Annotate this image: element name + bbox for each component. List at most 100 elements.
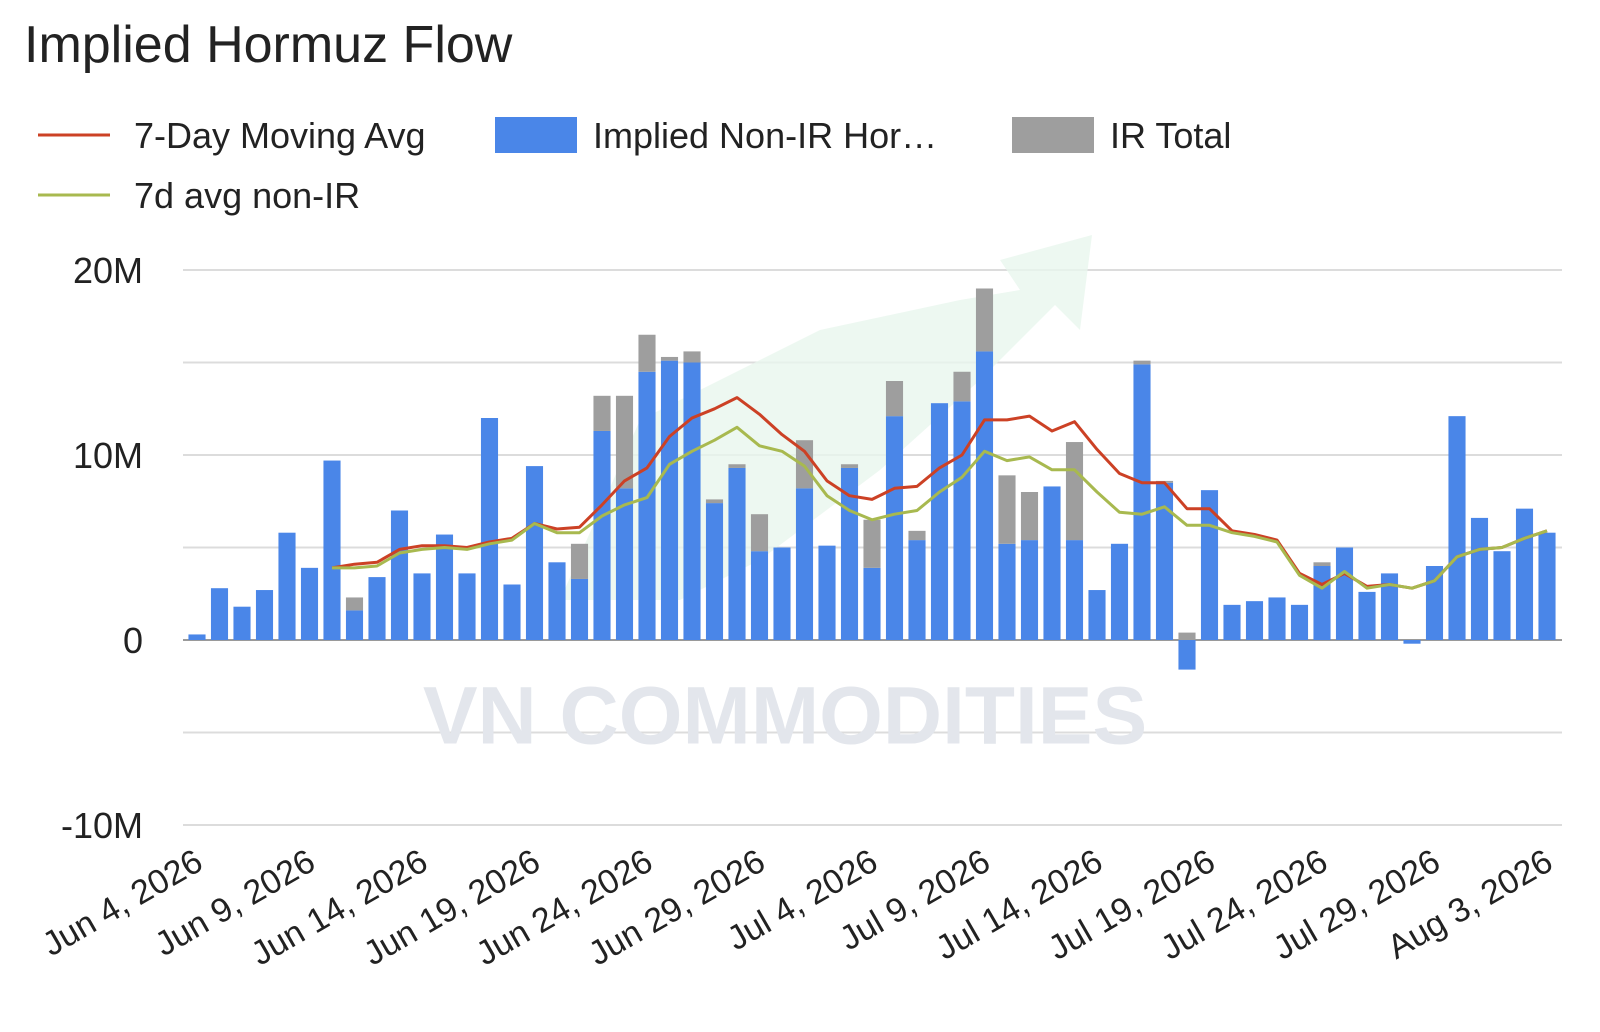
legend-swatch xyxy=(495,117,577,153)
bar xyxy=(975,351,994,640)
bar xyxy=(233,606,251,640)
bar xyxy=(728,467,746,640)
bar xyxy=(660,360,679,640)
bar xyxy=(795,440,814,489)
bar xyxy=(1403,640,1421,644)
bar xyxy=(525,466,544,640)
bar xyxy=(503,584,521,640)
bar xyxy=(930,403,949,640)
legend-label: Implied Non-IR Hor… xyxy=(593,115,937,156)
bar xyxy=(1020,492,1039,541)
bar xyxy=(1043,486,1061,640)
bar xyxy=(1245,601,1264,640)
bar xyxy=(570,543,589,579)
bar xyxy=(323,460,341,640)
bar xyxy=(1155,482,1174,640)
bar xyxy=(705,499,724,504)
line xyxy=(332,425,1548,590)
bar xyxy=(683,351,701,363)
bar xyxy=(413,573,431,640)
bar xyxy=(818,545,836,640)
bar xyxy=(885,416,904,640)
bar xyxy=(705,503,724,640)
bar xyxy=(840,467,859,640)
watermark: VN COMMODITIES xyxy=(423,671,1147,762)
bar xyxy=(750,551,769,640)
bar xyxy=(1110,543,1129,640)
bar xyxy=(188,634,206,640)
bar xyxy=(1335,547,1354,640)
bar xyxy=(1088,590,1106,640)
bar xyxy=(615,488,634,640)
bar xyxy=(1223,604,1241,640)
bar xyxy=(368,577,386,640)
bar xyxy=(1065,540,1084,640)
bar xyxy=(1470,517,1489,640)
bar xyxy=(1133,360,1151,365)
bar xyxy=(728,464,746,468)
bar xyxy=(570,578,589,640)
bar xyxy=(480,418,499,640)
bar xyxy=(863,567,881,640)
bar xyxy=(1178,632,1196,640)
legend-label: 7-Day Moving Avg xyxy=(134,115,425,156)
bar xyxy=(593,395,611,431)
bar xyxy=(1538,532,1556,640)
bar xyxy=(1380,573,1399,640)
bar xyxy=(1020,540,1039,640)
bar xyxy=(638,334,656,372)
bar xyxy=(953,401,971,640)
bar xyxy=(953,371,971,402)
chart-title: Implied Hormuz Flow xyxy=(24,16,513,74)
y-tick-label: -10M xyxy=(61,805,143,846)
bar xyxy=(1515,508,1534,640)
y-tick-label: 0 xyxy=(123,620,143,661)
legend-label: 7d avg non-IR xyxy=(134,175,360,216)
bar xyxy=(278,532,296,640)
bar xyxy=(998,475,1016,544)
bar xyxy=(1268,597,1286,640)
bar xyxy=(615,395,634,489)
bar xyxy=(345,597,364,611)
legend-label: IR Total xyxy=(1110,115,1231,156)
bar xyxy=(1178,640,1196,670)
bar xyxy=(1065,442,1084,541)
bar xyxy=(255,590,274,640)
bar xyxy=(1448,416,1466,640)
bar xyxy=(210,588,229,640)
legend-swatch xyxy=(1012,117,1094,153)
bar xyxy=(683,362,701,640)
bar xyxy=(1425,566,1444,640)
bar xyxy=(1313,562,1331,566)
bar xyxy=(863,519,881,568)
bar xyxy=(750,514,769,552)
bar xyxy=(840,464,859,468)
bar xyxy=(908,540,926,640)
bar xyxy=(998,543,1016,640)
bar xyxy=(458,573,476,640)
bar xyxy=(300,567,319,640)
bar xyxy=(435,534,454,640)
lines xyxy=(331,396,1548,590)
bar xyxy=(1493,551,1511,640)
y-tick-label: 20M xyxy=(73,250,143,291)
legend: 7-Day Moving Avg Implied Non-IR Hor… IR To… xyxy=(38,115,1231,216)
bar xyxy=(1133,364,1151,640)
bar xyxy=(773,547,791,640)
bar xyxy=(885,381,904,417)
y-tick-label: 10M xyxy=(73,435,143,476)
bar xyxy=(908,530,926,541)
bar xyxy=(1313,566,1331,640)
bar xyxy=(1290,604,1309,640)
bar xyxy=(548,562,566,640)
bar xyxy=(1358,591,1376,640)
bar xyxy=(638,371,656,640)
bar xyxy=(975,288,994,352)
bar xyxy=(390,510,409,640)
bar xyxy=(345,610,364,640)
bar xyxy=(660,356,679,361)
bars xyxy=(188,288,1556,670)
bar xyxy=(593,430,611,640)
